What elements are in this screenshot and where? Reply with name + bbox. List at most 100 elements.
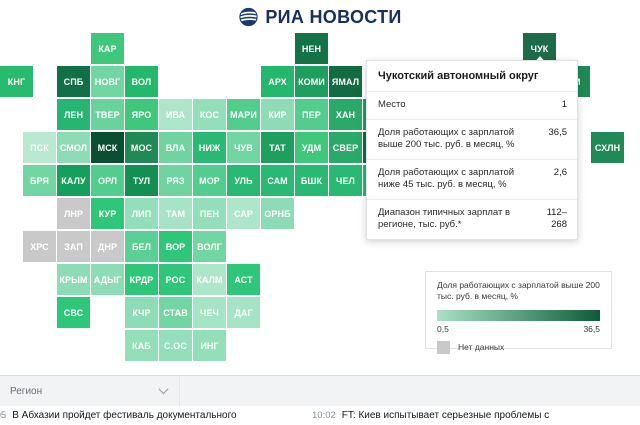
map-tile-калу[interactable]: КАЛУ bbox=[57, 165, 90, 196]
map-tile-уль[interactable]: УЛЬ bbox=[227, 165, 260, 196]
map-tile-лен[interactable]: ЛЕН bbox=[57, 99, 90, 130]
map-tile-крым[interactable]: КРЫМ bbox=[57, 264, 90, 295]
map-tile-лнр[interactable]: ЛНР bbox=[57, 198, 90, 229]
region-select-label: Регион bbox=[10, 385, 43, 397]
tooltip-row: Место 1 bbox=[367, 92, 577, 120]
map-tile-свс[interactable]: СВС bbox=[57, 297, 90, 328]
map-tile-тат[interactable]: ТАТ bbox=[261, 132, 294, 163]
map-tile-ряз[interactable]: РЯЗ bbox=[159, 165, 192, 196]
map-tile-бшк[interactable]: БШК bbox=[295, 165, 328, 196]
tooltip-row-value: 2,6 bbox=[553, 166, 567, 178]
map-tile-каб[interactable]: КАБ bbox=[125, 330, 158, 361]
map-tile-кнг[interactable]: КНГ bbox=[0, 66, 33, 97]
map-tile-бел[interactable]: БЕЛ bbox=[125, 231, 158, 262]
map-tile-пер[interactable]: ПЕР bbox=[295, 99, 328, 130]
tooltip-row-label: Доля работающих с зарплатой выше 200 тыс… bbox=[378, 126, 515, 151]
map-tile-чел[interactable]: ЧЕЛ bbox=[329, 165, 362, 196]
ticker-time: :05 bbox=[0, 410, 7, 421]
map-tile-бря[interactable]: БРЯ bbox=[23, 165, 56, 196]
map-tile-вол[interactable]: ВОЛ bbox=[125, 66, 158, 97]
tooltip-row-label: Диапазон типичных зарплат в регионе, тыс… bbox=[378, 206, 511, 231]
map-legend: Доля работающих с зарплатой выше 200 тыс… bbox=[425, 271, 612, 354]
map-tile-ива[interactable]: ИВА bbox=[159, 99, 192, 130]
map-tile-твер[interactable]: ТВЕР bbox=[91, 99, 124, 130]
map-tile-орнб[interactable]: ОРНБ bbox=[261, 198, 294, 229]
map-tile-тул[interactable]: ТУЛ bbox=[125, 165, 158, 196]
map-tile-зап[interactable]: ЗАП bbox=[57, 231, 90, 262]
map-tile-коми[interactable]: КОМИ bbox=[295, 66, 328, 97]
map-tile-схлн[interactable]: СХЛН bbox=[591, 132, 624, 163]
map-tile-сар[interactable]: САР bbox=[227, 198, 260, 229]
region-tooltip: Чукотский автономный округ Место 1 Доля ра… bbox=[366, 60, 578, 240]
map-tile-вла[interactable]: ВЛА bbox=[159, 132, 192, 163]
ticker-item[interactable]: :05 В Абхазии пройдет фестиваль документ… bbox=[0, 410, 237, 421]
map-tile-хан[interactable]: ХАН bbox=[329, 99, 362, 130]
map-tile-мор[interactable]: МОР bbox=[193, 165, 226, 196]
site-header: РИА НОВОСТИ bbox=[0, 0, 640, 34]
nodata-swatch-icon bbox=[437, 340, 450, 354]
map-tile-крдр[interactable]: КРДР bbox=[125, 264, 158, 295]
map-tile-чеч[interactable]: ЧЕЧ bbox=[193, 297, 226, 328]
map-tile-там[interactable]: ТАМ bbox=[159, 198, 192, 229]
map-tile-адыг[interactable]: АДЫГ bbox=[91, 264, 124, 295]
map-tile-чув[interactable]: ЧУВ bbox=[227, 132, 260, 163]
map-tile-кур[interactable]: КУР bbox=[91, 198, 124, 229]
map-tile-орл[interactable]: ОРЛ bbox=[91, 165, 124, 196]
map-tile-став[interactable]: СТАВ bbox=[159, 297, 192, 328]
ticker-item[interactable]: 10:02 FT: Киев испытывает серьезные проб… bbox=[312, 410, 549, 421]
map-tile-калм[interactable]: КАЛМ bbox=[193, 264, 226, 295]
tooltip-row-label: Место bbox=[378, 99, 406, 110]
ria-logo[interactable]: РИА НОВОСТИ bbox=[238, 7, 401, 27]
map-tile-мск[interactable]: МСК bbox=[91, 132, 124, 163]
map-tile-кчр[interactable]: КЧР bbox=[125, 297, 158, 328]
tooltip-row-value: 36,5 bbox=[548, 126, 568, 138]
news-ticker: :05 В Абхазии пройдет фестиваль документ… bbox=[0, 406, 640, 425]
map-tile-мос[interactable]: МОС bbox=[125, 132, 158, 163]
map-tile-новг[interactable]: НОВГ bbox=[91, 66, 124, 97]
map-tile-пен[interactable]: ПЕН bbox=[193, 198, 226, 229]
ria-globe-icon bbox=[239, 7, 259, 26]
map-tile-даг[interactable]: ДАГ bbox=[227, 297, 260, 328]
map-tile-хрс[interactable]: ХРС bbox=[23, 231, 56, 262]
map-tile-вор[interactable]: ВОР bbox=[159, 231, 192, 262]
tooltip-row: Доля работающих с зарплатой выше 200 тыс… bbox=[367, 120, 577, 160]
tooltip-row-value: 1 bbox=[561, 99, 567, 110]
legend-min-value: 0,5 bbox=[437, 323, 449, 334]
tooltip-row: Доля работающих с зарплатой ниже 45 тыс.… bbox=[367, 160, 577, 200]
tooltip-row-label: Доля работающих с зарплатой ниже 45 тыс.… bbox=[378, 166, 515, 191]
map-tile-яро[interactable]: ЯРО bbox=[125, 99, 158, 130]
map-tile-нен[interactable]: НЕН bbox=[295, 33, 328, 64]
ticker-headline: FT: Киев испытывает серьезные проблемы с bbox=[341, 410, 550, 421]
map-tile-ниж[interactable]: НИЖ bbox=[193, 132, 226, 163]
map-tile-арх[interactable]: АРХ bbox=[261, 66, 294, 97]
map-tile-рос[interactable]: РОС bbox=[159, 264, 192, 295]
map-tile-пск[interactable]: ПСК bbox=[23, 132, 56, 163]
map-tile-кир[interactable]: КИР bbox=[261, 99, 294, 130]
map-tile-лип[interactable]: ЛИП bbox=[125, 198, 158, 229]
map-tile-аст[interactable]: АСТ bbox=[227, 264, 260, 295]
map-tile-волг[interactable]: ВОЛГ bbox=[193, 231, 226, 262]
map-tile-свер[interactable]: СВЕР bbox=[329, 132, 362, 163]
map-tile-инг[interactable]: ИНГ bbox=[193, 330, 226, 361]
map-tile-кар[interactable]: КАР bbox=[91, 33, 124, 64]
map-tile-кос[interactable]: КОС bbox=[193, 99, 226, 130]
map-tile-сам[interactable]: САМ bbox=[261, 165, 294, 196]
region-select[interactable]: Регион bbox=[0, 376, 180, 406]
legend-nodata-label: Нет данных bbox=[458, 342, 505, 353]
map-tile-спб[interactable]: СПБ bbox=[57, 66, 90, 97]
map-tile-ямал[interactable]: ЯМАЛ bbox=[329, 66, 362, 97]
map-tile-днр[interactable]: ДНР bbox=[91, 231, 124, 262]
legend-nodata: Нет данных bbox=[437, 340, 600, 354]
tooltip-rows: Место 1 Доля работающих с зарплатой выше 2… bbox=[367, 92, 577, 239]
legend-title: Доля работающих с зарплатой выше 200 тыс… bbox=[437, 280, 600, 302]
map-tile-смол[interactable]: СМОЛ bbox=[57, 132, 90, 163]
map-tile-удм[interactable]: УДМ bbox=[295, 132, 328, 163]
tooltip-row: Диапазон типичных зарплат в регионе, тыс… bbox=[367, 200, 577, 239]
map-tile-сос[interactable]: С.ОС bbox=[159, 330, 192, 361]
tooltip-row-value: 112– 268 bbox=[546, 206, 567, 231]
tooltip-title: Чукотский автономный округ bbox=[367, 61, 577, 92]
map-tile-мари[interactable]: МАРИ bbox=[227, 99, 260, 130]
controls-bar: Регион bbox=[0, 375, 640, 406]
brand-title: РИА НОВОСТИ bbox=[265, 6, 402, 27]
